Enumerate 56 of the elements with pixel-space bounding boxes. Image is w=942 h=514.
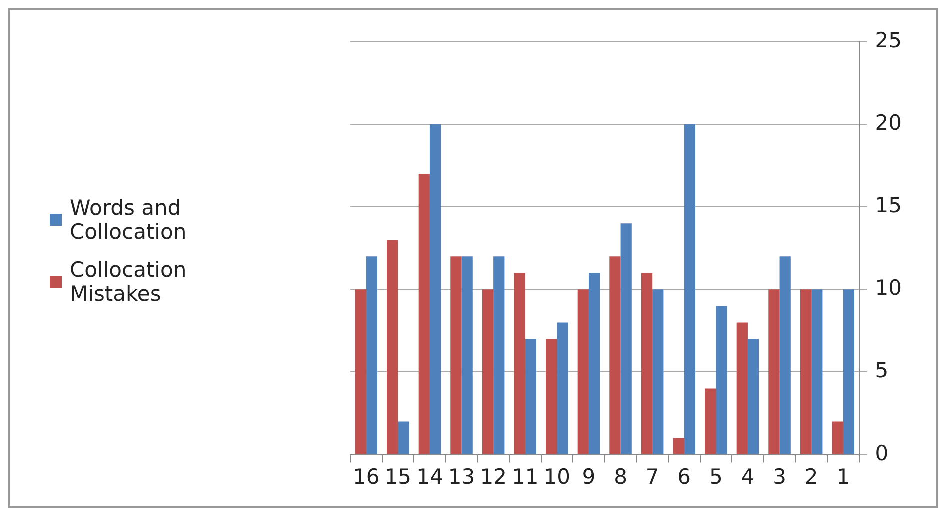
bar	[418, 174, 430, 454]
bar	[525, 339, 536, 454]
x-tick-label: 10	[544, 464, 571, 489]
bar	[843, 290, 855, 454]
bar	[494, 256, 505, 454]
x-tick-label: 2	[804, 464, 818, 489]
bar	[546, 339, 558, 454]
bar	[366, 256, 378, 454]
bar	[430, 124, 442, 454]
x-tick-label: 15	[384, 464, 412, 489]
bar	[588, 273, 600, 454]
bar	[514, 273, 526, 454]
bar	[684, 124, 696, 454]
x-tick-label: 11	[512, 464, 539, 489]
legend-label: Words and Collocation	[70, 196, 188, 244]
bar	[462, 256, 473, 454]
bar	[652, 290, 664, 454]
y-tick-label: 0	[875, 441, 889, 466]
x-tick-label: 13	[448, 464, 476, 489]
y-tick-label: 20	[875, 111, 902, 136]
x-tick-label: 16	[352, 464, 380, 489]
bar	[450, 256, 462, 454]
y-tick-label: 5	[875, 358, 889, 383]
bar	[800, 290, 812, 454]
bar	[705, 388, 716, 454]
bar	[557, 322, 568, 454]
bar	[812, 290, 823, 454]
x-tick-label: 14	[416, 464, 444, 489]
bar	[610, 256, 621, 454]
x-tick-label: 5	[709, 464, 723, 489]
y-tick-label: 15	[875, 194, 902, 218]
bar	[832, 422, 844, 454]
bar	[578, 290, 589, 454]
legend-label: Collocation Mistakes	[70, 258, 188, 306]
x-tick-label: 6	[678, 464, 692, 489]
bar	[780, 256, 791, 454]
bar	[748, 339, 760, 454]
bar	[736, 322, 748, 454]
y-tick-label: 10	[875, 276, 902, 300]
y-tick-label: 25	[875, 28, 902, 52]
x-tick-label: 9	[582, 464, 596, 489]
x-tick-label: 1	[836, 464, 850, 489]
bar	[387, 240, 398, 454]
bar	[620, 224, 632, 454]
x-tick-label: 8	[614, 464, 628, 489]
x-tick-label: 7	[646, 464, 660, 489]
bar	[768, 290, 780, 454]
bar	[482, 290, 494, 454]
bar	[641, 273, 653, 454]
bar	[673, 438, 684, 454]
x-tick-label: 12	[480, 464, 507, 489]
x-tick-label: 4	[741, 464, 755, 489]
x-tick-label: 3	[773, 464, 786, 489]
bar	[355, 290, 366, 454]
bar	[398, 422, 410, 454]
bar	[716, 306, 728, 454]
